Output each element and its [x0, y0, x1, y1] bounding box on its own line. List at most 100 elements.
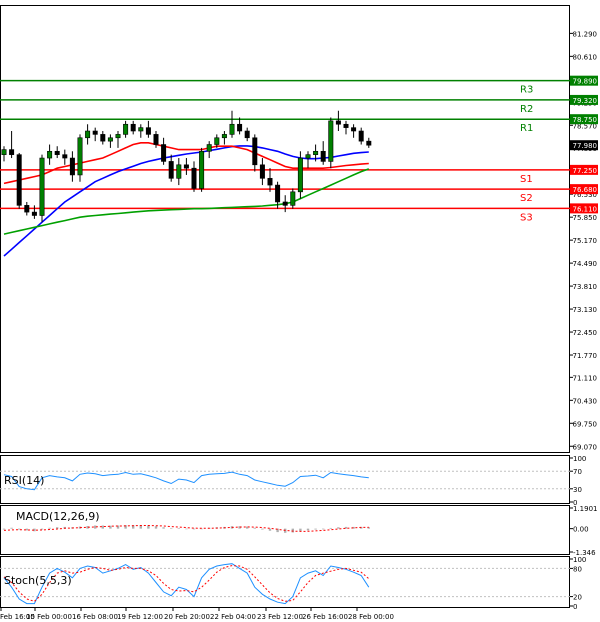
- candle: [282, 195, 288, 213]
- candle-body: [328, 120, 334, 162]
- moving-average-line-3: [3, 168, 370, 235]
- candle: [351, 124, 357, 138]
- candle-body: [358, 130, 364, 142]
- price-tick-label: 75.170: [573, 237, 598, 245]
- candle-body: [343, 123, 349, 128]
- candle: [305, 151, 311, 169]
- candle: [107, 134, 113, 148]
- level-price-label: 78.750: [573, 116, 598, 124]
- candle-body: [85, 130, 91, 139]
- time-tick-label: 26 Feb 16:00: [302, 613, 348, 621]
- candle-body: [335, 120, 341, 125]
- candle: [138, 124, 144, 138]
- time-tick-label: 16 Feb 08:00: [72, 613, 118, 621]
- price-tick-label: 70.430: [573, 397, 598, 405]
- candle-body: [123, 123, 129, 135]
- candle-body: [161, 144, 167, 162]
- macd-signal-line: [3, 525, 369, 532]
- candle-body: [138, 127, 144, 132]
- candle: [214, 134, 220, 148]
- candle: [244, 127, 250, 142]
- candle: [237, 117, 243, 135]
- level-price-tag: [570, 203, 598, 214]
- macd-histogram-bar: [306, 528, 310, 531]
- macd-histogram-bar: [322, 528, 325, 530]
- stoch-signal-line: [3, 565, 370, 602]
- price-tick-label: 81.290: [573, 30, 598, 38]
- time-tick-label: 19 Feb 12:00: [117, 613, 163, 621]
- macd-histogram-bar: [329, 527, 332, 529]
- macd-histogram-bar: [10, 527, 13, 529]
- macd-histogram-bar: [48, 527, 51, 529]
- candle: [168, 154, 174, 182]
- level-name-r1: R1: [520, 123, 533, 134]
- candle: [69, 151, 75, 182]
- candle: [92, 127, 98, 142]
- candle: [123, 120, 129, 138]
- macd-histogram-bar: [185, 528, 188, 530]
- price-tick-label: 78.570: [573, 122, 598, 130]
- rsi-label: RSI(14): [4, 474, 44, 487]
- price-tick-label: 69.070: [573, 443, 598, 451]
- price-tick-label: 72.450: [573, 329, 598, 337]
- time-tick-label: Feb 16:00: [0, 613, 35, 621]
- macd-histogram-bar: [63, 526, 66, 529]
- macd-histogram-bar: [25, 528, 28, 531]
- indicator-tick-label: 1.1901: [573, 505, 598, 513]
- macd-histogram-bar: [109, 525, 112, 529]
- level-name-s1: S1: [520, 174, 533, 185]
- candle: [130, 120, 136, 135]
- candle: [16, 152, 22, 209]
- macd-histogram-bar: [40, 528, 44, 530]
- level-price-tag: [570, 94, 598, 105]
- candle-body: [183, 164, 189, 169]
- macd-histogram-bar: [154, 526, 158, 529]
- macd-histogram-bar: [56, 527, 59, 529]
- candle-body: [305, 154, 311, 159]
- macd-label: MACD(12,26,9): [16, 510, 100, 523]
- candle: [343, 120, 349, 135]
- candle: [115, 131, 121, 148]
- price-axis: 81.29080.61079.93079.25078.57077.89077.2…: [570, 30, 597, 451]
- candle-body: [237, 123, 243, 132]
- candle-body: [282, 201, 288, 206]
- candle: [47, 144, 53, 165]
- candle: [275, 181, 281, 209]
- macd-histogram-bar: [253, 527, 256, 529]
- level-price-label: 79.890: [573, 78, 598, 86]
- indicator-tick-label: 100: [573, 556, 586, 564]
- price-panel: [0, 5, 570, 453]
- level-price-tag: [570, 114, 598, 125]
- candle-body: [214, 137, 220, 145]
- level-price-label: 77.250: [573, 167, 598, 175]
- candle: [199, 147, 205, 192]
- indicator-tick-label: 0.00: [573, 526, 589, 534]
- macd-histogram-bar: [94, 525, 97, 529]
- candle: [24, 201, 30, 216]
- candle-body: [267, 178, 273, 186]
- candle: [313, 144, 319, 162]
- macd-histogram-bar: [86, 526, 89, 529]
- candle-body: [77, 137, 83, 176]
- level-labels: R3 79.890 R2 79.320 R1 78.750 S1 77.250 S2 76.680…: [520, 75, 598, 223]
- candle-body: [297, 157, 303, 193]
- macd-histogram-bar: [276, 528, 279, 533]
- candle-body: [54, 150, 60, 155]
- candle: [221, 131, 227, 145]
- candle: [358, 127, 364, 145]
- candle-body: [47, 150, 53, 159]
- macd-histogram-bar: [147, 525, 150, 529]
- candle-body: [130, 123, 136, 132]
- price-tick-label: 74.490: [573, 260, 598, 268]
- macd-histogram-bar: [268, 528, 272, 531]
- macd-histogram-bar: [192, 528, 196, 530]
- current-price-label: 77.980: [573, 142, 598, 150]
- candle: [259, 158, 265, 186]
- candle: [290, 188, 296, 209]
- candle: [366, 137, 372, 148]
- candle-body: [107, 137, 113, 142]
- candle-body: [24, 205, 30, 213]
- candle-body: [31, 211, 37, 216]
- candle-body: [229, 123, 235, 135]
